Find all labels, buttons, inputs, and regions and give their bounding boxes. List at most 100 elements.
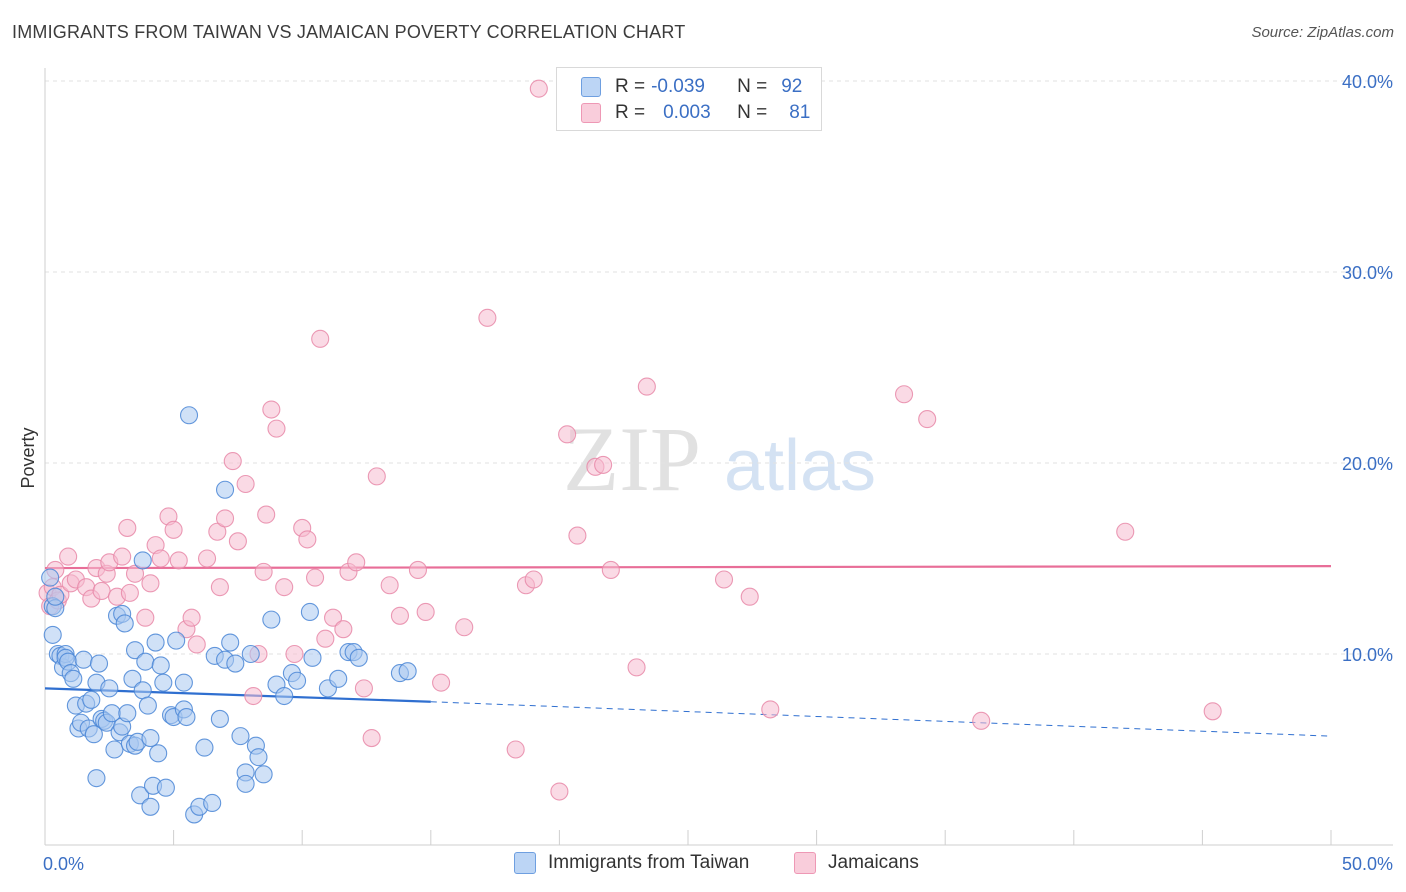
legend-swatch-jamaicans — [581, 103, 601, 123]
bottom-legend-label-jamaicans: Jamaicans — [828, 852, 919, 873]
point-jamaicans-67 — [529, 79, 548, 98]
point-jamaicans-72 — [594, 455, 613, 474]
point-jamaicans-42 — [267, 419, 286, 438]
point-taiwan-23 — [89, 654, 109, 673]
point-taiwan-4 — [46, 587, 65, 606]
point-taiwan-50 — [149, 744, 168, 763]
point-taiwan-60 — [179, 406, 199, 425]
point-taiwan-34 — [115, 614, 134, 633]
point-taiwan-16 — [74, 650, 93, 669]
point-jamaicans-66 — [524, 570, 543, 589]
point-jamaicans-36 — [236, 474, 255, 494]
point-jamaicans-18 — [120, 583, 139, 602]
point-jamaicans-19 — [125, 564, 145, 583]
point-taiwan-52 — [154, 673, 173, 692]
point-jamaicans-82 — [1116, 522, 1135, 541]
point-jamaicans-34 — [223, 452, 242, 471]
point-taiwan-70 — [226, 654, 245, 673]
y-axis-label: Poverty — [18, 427, 38, 488]
point-jamaicans-62 — [455, 618, 474, 637]
point-jamaicans-59 — [408, 560, 427, 580]
y-tick-label-10: 10.0% — [1342, 645, 1393, 665]
point-taiwan-71 — [231, 727, 250, 746]
point-taiwan-37 — [123, 669, 142, 688]
point-taiwan-56 — [167, 631, 186, 650]
point-jamaicans-57 — [380, 576, 399, 595]
point-taiwan-35 — [118, 704, 137, 723]
point-jamaicans-32 — [210, 578, 229, 597]
legend-row-jamaicans: R = 0.003 N = 81 — [581, 101, 810, 125]
point-jamaicans-60 — [416, 602, 435, 622]
point-jamaicans-74 — [627, 658, 646, 677]
legend-n-label: N = — [737, 76, 768, 97]
point-jamaicans-29 — [187, 635, 206, 654]
point-taiwan-39 — [125, 641, 145, 660]
point-jamaicans-37 — [244, 686, 263, 706]
point-taiwan-84 — [303, 648, 322, 667]
point-jamaicans-21 — [141, 574, 160, 593]
point-taiwan-89 — [349, 648, 368, 667]
point-jamaicans-6 — [59, 547, 78, 566]
point-taiwan-63 — [195, 738, 214, 757]
point-jamaicans-35 — [228, 532, 247, 551]
point-jamaicans-20 — [136, 608, 155, 627]
watermark-atlas: atlas — [724, 426, 876, 506]
point-jamaicans-16 — [113, 547, 132, 566]
chart-title: IMMIGRANTS FROM TAIWAN VS JAMAICAN POVER… — [12, 22, 686, 42]
point-taiwan-2 — [43, 625, 62, 644]
bottom-legend-swatch-taiwan — [514, 852, 536, 874]
point-jamaicans-50 — [324, 608, 343, 627]
point-taiwan-0 — [41, 568, 60, 587]
y-tick-label-20: 20.0% — [1342, 454, 1393, 474]
point-jamaicans-51 — [334, 620, 353, 639]
point-jamaicans-46 — [298, 530, 317, 549]
x-tick-max: 50.0% — [1342, 854, 1393, 874]
point-jamaicans-81 — [972, 711, 991, 730]
points-layer — [38, 79, 1222, 824]
point-taiwan-91 — [398, 662, 417, 681]
point-jamaicans-61 — [432, 673, 451, 692]
source-label: Source: ZipAtlas.com — [1251, 24, 1394, 41]
trend-line-taiwan-extrapolated — [430, 701, 1332, 737]
point-taiwan-69 — [221, 633, 240, 652]
point-jamaicans-28 — [182, 608, 201, 627]
bottom-legend-taiwan: Immigrants from Taiwan — [514, 852, 749, 874]
legend-row-taiwan: R = -0.039 N = 92 — [581, 75, 802, 99]
point-taiwan-76 — [249, 748, 268, 767]
point-taiwan-19 — [82, 690, 101, 709]
point-jamaicans-17 — [118, 518, 137, 537]
point-taiwan-59 — [177, 707, 196, 727]
point-jamaicans-30 — [197, 549, 217, 568]
legend-r-value-taiwan: -0.039 — [651, 76, 705, 97]
point-jamaicans-40 — [257, 505, 276, 524]
point-jamaicans-58 — [390, 606, 409, 625]
x-tick-min: 0.0% — [43, 854, 84, 874]
point-taiwan-44 — [136, 652, 155, 671]
point-taiwan-77 — [254, 765, 273, 784]
point-taiwan-20 — [84, 725, 103, 744]
point-jamaicans-76 — [714, 570, 734, 589]
point-taiwan-12 — [64, 669, 83, 688]
point-taiwan-64 — [203, 793, 222, 813]
point-jamaicans-23 — [151, 549, 170, 568]
point-taiwan-73 — [236, 774, 255, 793]
point-taiwan-46 — [141, 728, 160, 748]
point-jamaicans-83 — [1203, 702, 1222, 721]
legend-r-label: R = — [615, 76, 646, 97]
legend-n-value-jamaicans: 81 — [789, 102, 811, 123]
point-taiwan-66 — [210, 709, 229, 728]
point-taiwan-29 — [105, 740, 124, 759]
point-jamaicans-39 — [254, 562, 273, 581]
bottom-legend-label-taiwan: Immigrants from Taiwan — [548, 852, 750, 873]
point-jamaicans-31 — [208, 522, 227, 541]
point-jamaicans-75 — [637, 377, 656, 396]
point-jamaicans-26 — [169, 551, 188, 570]
point-taiwan-51 — [151, 656, 170, 675]
point-jamaicans-47 — [306, 568, 325, 587]
point-jamaicans-55 — [362, 728, 381, 748]
point-jamaicans-64 — [506, 740, 525, 759]
point-jamaicans-79 — [894, 385, 914, 404]
point-taiwan-74 — [241, 644, 260, 664]
point-jamaicans-25 — [164, 520, 183, 539]
legend-n-value-taiwan: 92 — [781, 76, 803, 97]
